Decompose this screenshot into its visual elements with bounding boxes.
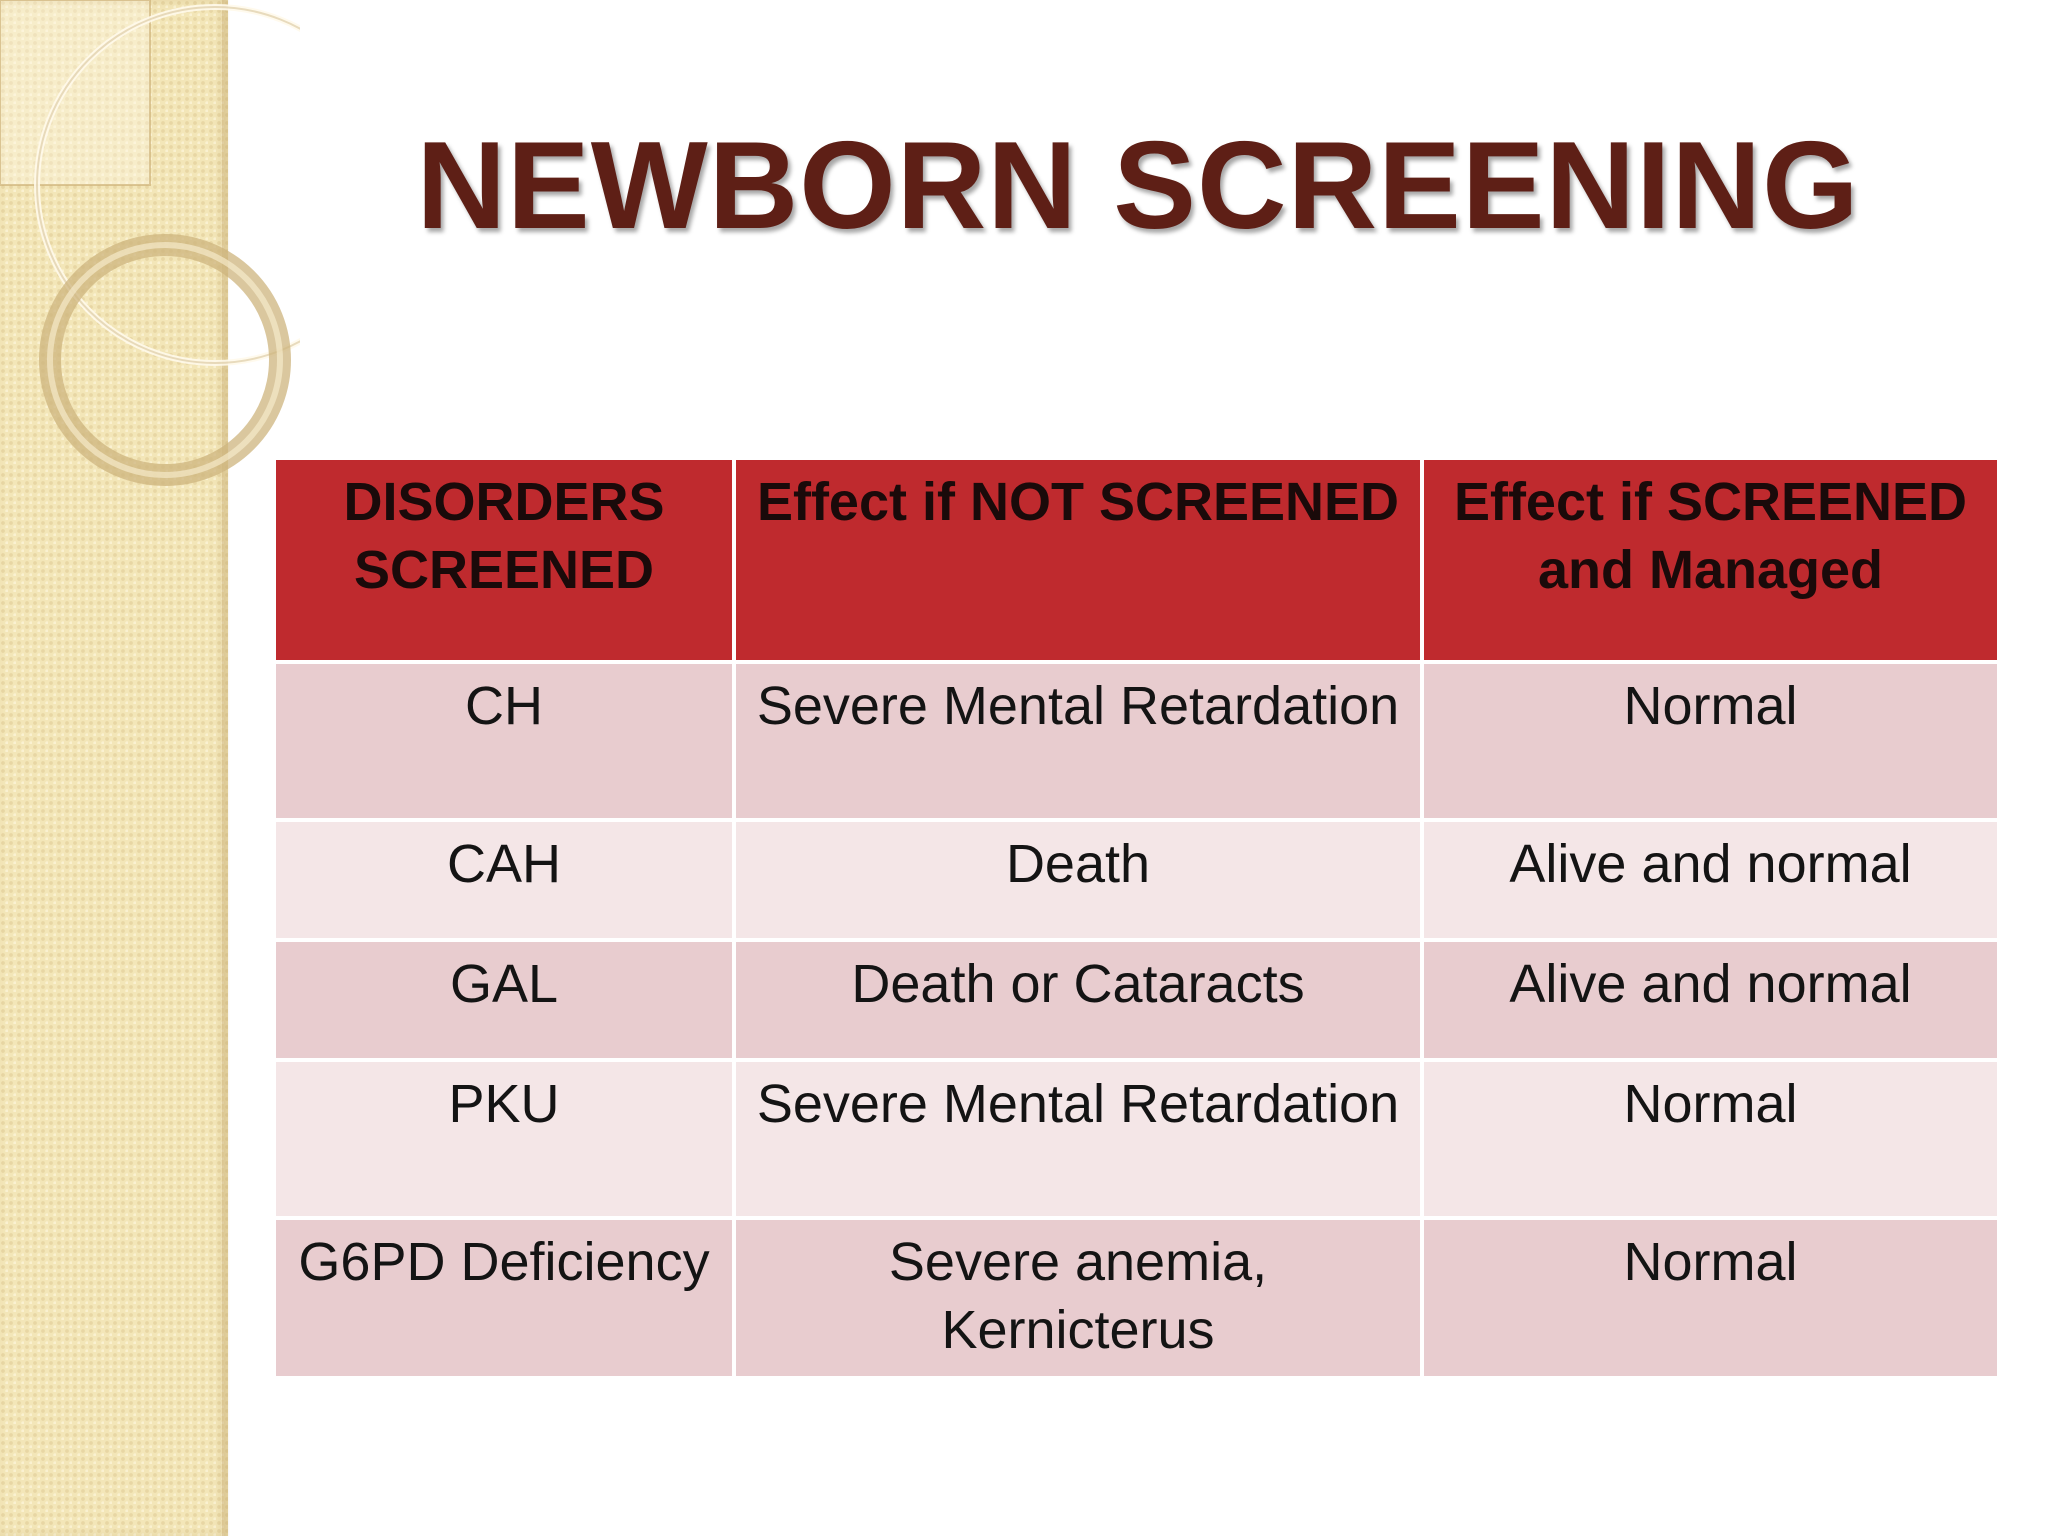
header-effect-screened-managed: Effect if SCREENED and Managed bbox=[1424, 460, 1997, 660]
table-row: CH Severe Mental Retardation Normal bbox=[276, 664, 1997, 818]
cell-effect-screened: Alive and normal bbox=[1424, 822, 1997, 938]
table-header-row: DISORDERS SCREENED Effect if NOT SCREENE… bbox=[276, 460, 1997, 660]
slide-title: NEWBORN SCREENING bbox=[416, 117, 1860, 255]
cell-disorder: PKU bbox=[276, 1062, 732, 1216]
cell-effect-not-screened: Death bbox=[736, 822, 1420, 938]
cell-disorder: GAL bbox=[276, 942, 732, 1058]
table-row: G6PD Deficiency Severe anemia, Kernicter… bbox=[276, 1220, 1997, 1376]
table-row: GAL Death or Cataracts Alive and normal bbox=[276, 942, 1997, 1058]
side-panel-edge bbox=[222, 0, 230, 1536]
cell-disorder: G6PD Deficiency bbox=[276, 1220, 732, 1376]
cell-effect-screened: Normal bbox=[1424, 1062, 1997, 1216]
cell-effect-not-screened: Severe anemia, Kernicterus bbox=[736, 1220, 1420, 1376]
cell-effect-screened: Normal bbox=[1424, 1220, 1997, 1376]
cell-disorder: CH bbox=[276, 664, 732, 818]
table-row: PKU Severe Mental Retardation Normal bbox=[276, 1062, 1997, 1216]
cell-effect-not-screened: Death or Cataracts bbox=[736, 942, 1420, 1058]
side-panel-texture bbox=[0, 0, 228, 1536]
cell-effect-not-screened: Severe Mental Retardation bbox=[736, 1062, 1420, 1216]
newborn-screening-table: DISORDERS SCREENED Effect if NOT SCREENE… bbox=[272, 456, 2001, 1380]
cell-effect-screened: Normal bbox=[1424, 664, 1997, 818]
cell-effect-screened: Alive and normal bbox=[1424, 942, 1997, 1058]
table-row: CAH Death Alive and normal bbox=[276, 822, 1997, 938]
cell-effect-not-screened: Severe Mental Retardation bbox=[736, 664, 1420, 818]
header-effect-not-screened: Effect if NOT SCREENED bbox=[736, 460, 1420, 660]
cell-disorder: CAH bbox=[276, 822, 732, 938]
header-disorders-screened: DISORDERS SCREENED bbox=[276, 460, 732, 660]
